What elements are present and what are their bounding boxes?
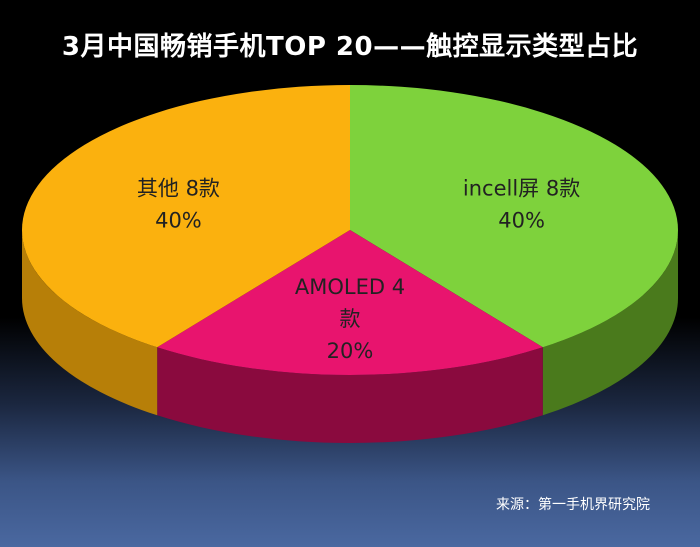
pie-slice-0 — [350, 85, 678, 348]
pie-label-percent-1: 20% — [327, 339, 374, 363]
source-note: 来源：第一手机界研究院 — [496, 497, 650, 513]
pie-sides — [22, 230, 678, 443]
pie-slice-1 — [157, 230, 543, 375]
pie-label-name-2: 其他 8款 — [137, 176, 220, 200]
pie-side-2 — [22, 230, 158, 416]
chart-title: 3月中国畅销手机TOP 20——触控显示类型占比 — [61, 32, 639, 62]
pie-label-name-0: incell屏 8款 — [463, 176, 580, 200]
pie-labels: incell屏 8款 40% AMOLED 4 款 20% 其他 8款 40% — [137, 176, 580, 362]
pie-side-0 — [542, 230, 678, 416]
pie-label-name-1: AMOLED 4 — [295, 275, 405, 299]
pie-tops — [22, 85, 678, 375]
pie-slice-2 — [22, 85, 350, 348]
pie-label-percent-0: 40% — [498, 208, 545, 232]
pie-side-1 — [157, 347, 543, 443]
pie-label-name-1: 款 — [340, 307, 361, 331]
pie-label-percent-2: 40% — [155, 208, 202, 232]
